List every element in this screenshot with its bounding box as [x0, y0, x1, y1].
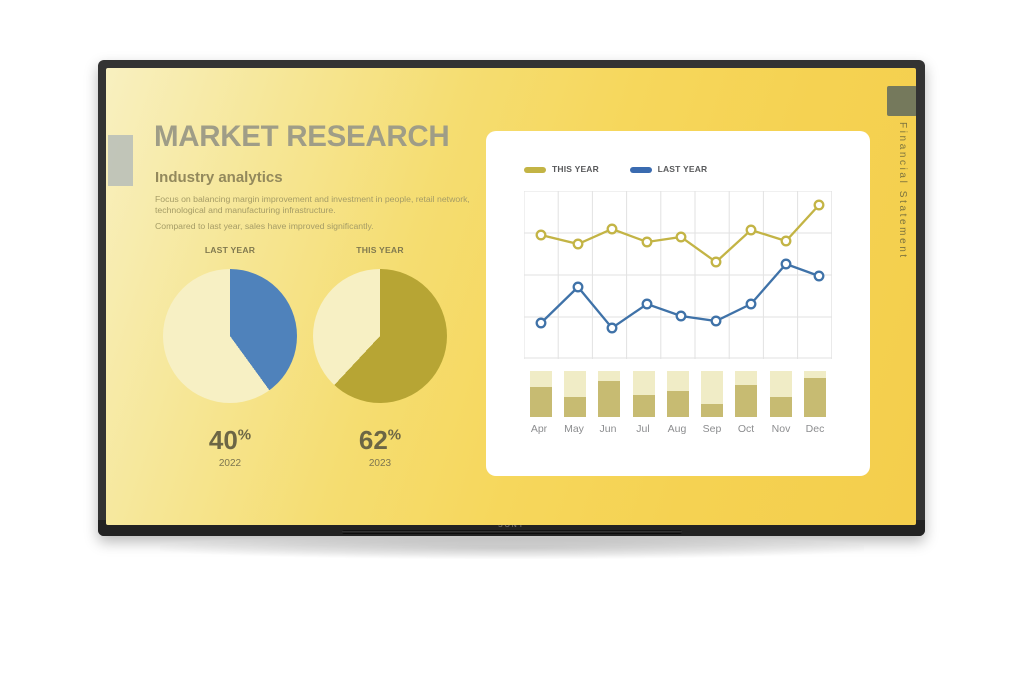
- svg-text:Nov: Nov: [772, 423, 791, 435]
- svg-text:Aug: Aug: [668, 423, 687, 435]
- svg-text:May: May: [564, 423, 585, 435]
- svg-text:Oct: Oct: [738, 423, 754, 435]
- svg-text:Jul: Jul: [636, 423, 649, 435]
- svg-text:Dec: Dec: [806, 423, 825, 435]
- svg-text:Jun: Jun: [600, 423, 617, 435]
- svg-text:Apr: Apr: [531, 423, 548, 435]
- svg-text:Sep: Sep: [703, 423, 722, 435]
